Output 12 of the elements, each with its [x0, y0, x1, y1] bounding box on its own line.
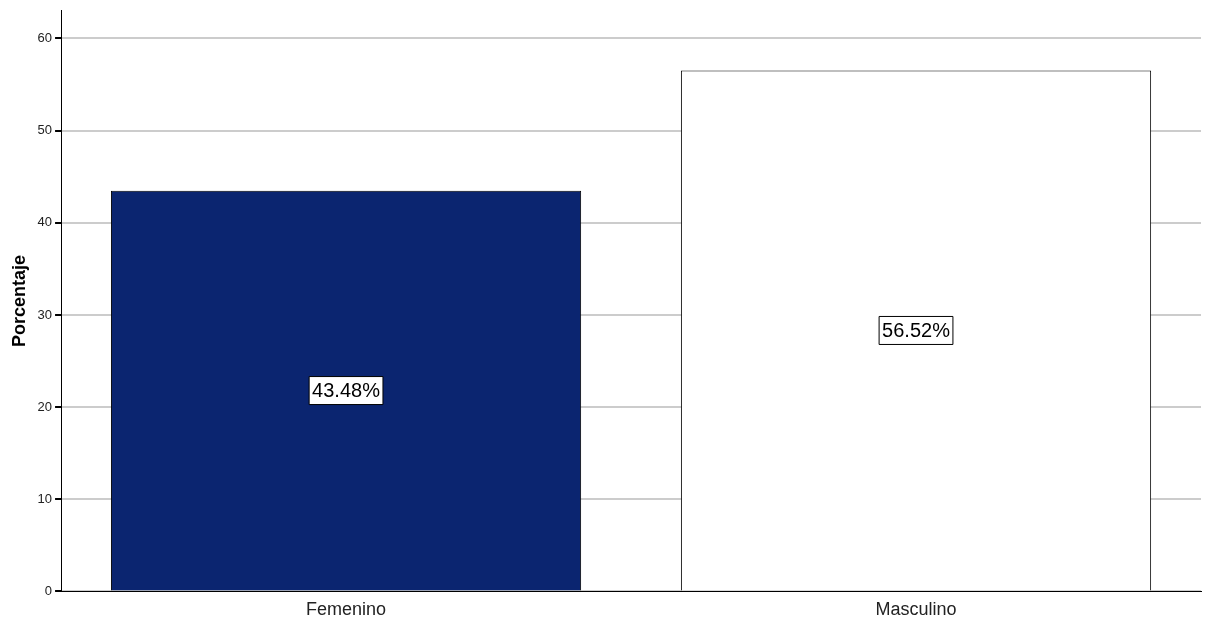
x-tick-label: Femenino [306, 599, 387, 620]
y-tick-label: 0 [44, 582, 53, 598]
y-tick-label: 10 [37, 490, 53, 506]
y-tick-label: 50 [37, 122, 53, 138]
y-tick-label: 20 [37, 398, 53, 414]
y-axis-title: Porcentaje [8, 255, 29, 348]
data-label: 56.52% [882, 318, 951, 341]
y-tick-label: 60 [37, 30, 53, 46]
data-label: 43.48% [312, 379, 381, 402]
y-tick-label: 40 [37, 214, 53, 230]
y-tick-label: 30 [37, 306, 53, 322]
x-tick-label: Masculino [875, 599, 957, 620]
